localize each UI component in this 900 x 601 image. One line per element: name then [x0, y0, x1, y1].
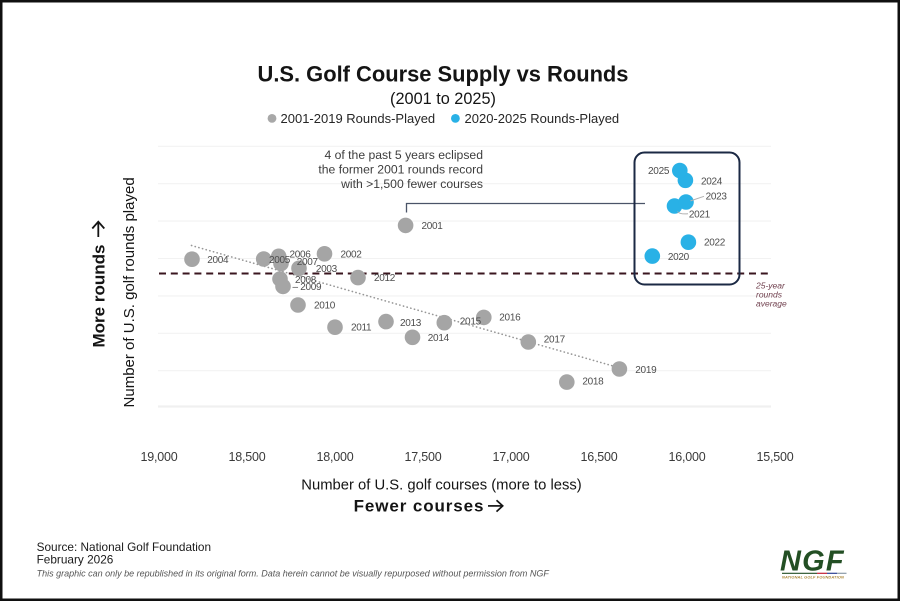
svg-text:17,500: 17,500	[404, 450, 441, 464]
svg-text:2020: 2020	[668, 252, 690, 263]
svg-text:NGF: NGF	[780, 546, 845, 578]
svg-text:2023: 2023	[706, 192, 728, 203]
svg-text:2012: 2012	[374, 273, 396, 284]
svg-text:U.S. Golf Course Supply vs Rou: U.S. Golf Course Supply vs Rounds	[258, 62, 629, 87]
svg-text:19,000: 19,000	[140, 450, 177, 464]
svg-text:average: average	[756, 298, 787, 308]
svg-text:18,500: 18,500	[228, 450, 265, 464]
svg-text:4 of the past 5 years eclipsed: 4 of the past 5 years eclipsed	[324, 148, 483, 162]
svg-text:2001: 2001	[422, 221, 444, 232]
svg-text:2002: 2002	[341, 250, 363, 261]
svg-text:rounds: rounds	[756, 289, 783, 299]
svg-text:More rounds: More rounds	[90, 245, 109, 348]
svg-text:16,500: 16,500	[580, 450, 617, 464]
svg-text:2020-2025 Rounds-Played: 2020-2025 Rounds-Played	[465, 111, 620, 126]
svg-text:25-year: 25-year	[755, 280, 786, 290]
svg-text:2022: 2022	[704, 238, 726, 249]
svg-text:2008: 2008	[295, 275, 317, 286]
svg-text:2024: 2024	[701, 176, 723, 187]
svg-text:Number of U.S. golf rounds pla: Number of U.S. golf rounds played	[121, 177, 138, 407]
svg-text:16,000: 16,000	[668, 450, 705, 464]
svg-text:2018: 2018	[582, 377, 604, 388]
svg-text:2017: 2017	[544, 335, 566, 346]
svg-text:2019: 2019	[635, 365, 657, 376]
svg-text:17,000: 17,000	[492, 450, 529, 464]
svg-text:2014: 2014	[428, 333, 450, 344]
svg-text:15,500: 15,500	[756, 450, 793, 464]
svg-text:(2001 to 2025): (2001 to 2025)	[390, 90, 496, 108]
svg-text:Source: National Golf Foundati: Source: National Golf Foundation	[37, 540, 211, 554]
svg-text:18,000: 18,000	[316, 450, 353, 464]
svg-text:2006: 2006	[290, 250, 312, 261]
svg-text:2011: 2011	[351, 323, 372, 334]
svg-text:2021: 2021	[689, 210, 711, 221]
svg-text:2005: 2005	[269, 255, 291, 266]
svg-text:2001-2019 Rounds-Played: 2001-2019 Rounds-Played	[281, 111, 436, 126]
svg-text:NATIONAL GOLF FOUNDATION: NATIONAL GOLF FOUNDATION	[782, 575, 844, 580]
svg-text:Number of U.S. golf courses (m: Number of U.S. golf courses (more to les…	[301, 478, 581, 494]
svg-text:Fewer courses: Fewer courses	[354, 497, 485, 516]
svg-text:2003: 2003	[316, 264, 338, 275]
svg-text:February 2026: February 2026	[37, 553, 114, 567]
svg-text:the former 2001 rounds record: the former 2001 rounds record	[318, 162, 483, 176]
svg-text:2010: 2010	[314, 301, 336, 312]
svg-text:2016: 2016	[499, 312, 521, 323]
svg-text:with >1,500 fewer courses: with >1,500 fewer courses	[340, 177, 483, 191]
svg-text:2004: 2004	[207, 255, 229, 266]
svg-text:2007: 2007	[297, 257, 319, 268]
svg-text:2015: 2015	[460, 317, 482, 328]
svg-text:– 2009: – 2009	[293, 282, 323, 293]
svg-text:This graphic can only be repub: This graphic can only be republished in …	[37, 568, 550, 578]
svg-text:2013: 2013	[400, 318, 422, 329]
svg-text:2025: 2025	[648, 166, 670, 177]
